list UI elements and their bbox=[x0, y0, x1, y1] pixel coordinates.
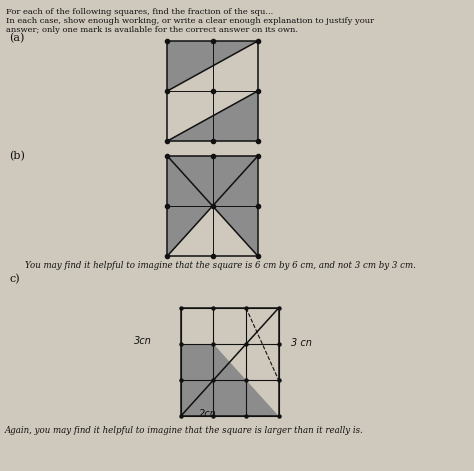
Text: In each case, show enough working, or write a clear enough explanation to justif: In each case, show enough working, or wr… bbox=[6, 17, 374, 25]
Polygon shape bbox=[181, 308, 246, 344]
Text: 2cn: 2cn bbox=[199, 409, 217, 419]
Text: (b): (b) bbox=[9, 151, 25, 161]
Text: You may find it helpful to imagine that the square is 6 cm by 6 cm, and not 3 cm: You may find it helpful to imagine that … bbox=[25, 261, 416, 270]
Bar bbox=[181, 308, 279, 416]
Text: (a): (a) bbox=[9, 33, 25, 43]
Bar bbox=[167, 156, 258, 256]
Polygon shape bbox=[212, 156, 258, 256]
Polygon shape bbox=[167, 91, 258, 141]
Text: 3 cn: 3 cn bbox=[292, 338, 312, 348]
Text: Again, you may find it helpful to imagine that the square is larger than it real: Again, you may find it helpful to imagin… bbox=[5, 426, 363, 435]
Polygon shape bbox=[246, 308, 279, 344]
Polygon shape bbox=[167, 156, 258, 206]
Bar bbox=[167, 41, 258, 141]
Text: c): c) bbox=[9, 274, 19, 284]
Polygon shape bbox=[167, 41, 258, 91]
Text: 3cn: 3cn bbox=[134, 336, 152, 346]
Polygon shape bbox=[167, 156, 212, 256]
Text: For each of the following squares, find the fraction of the squ...: For each of the following squares, find … bbox=[6, 8, 273, 16]
Polygon shape bbox=[181, 308, 279, 416]
Text: answer; only one mark is available for the correct answer on its own.: answer; only one mark is available for t… bbox=[6, 26, 298, 34]
